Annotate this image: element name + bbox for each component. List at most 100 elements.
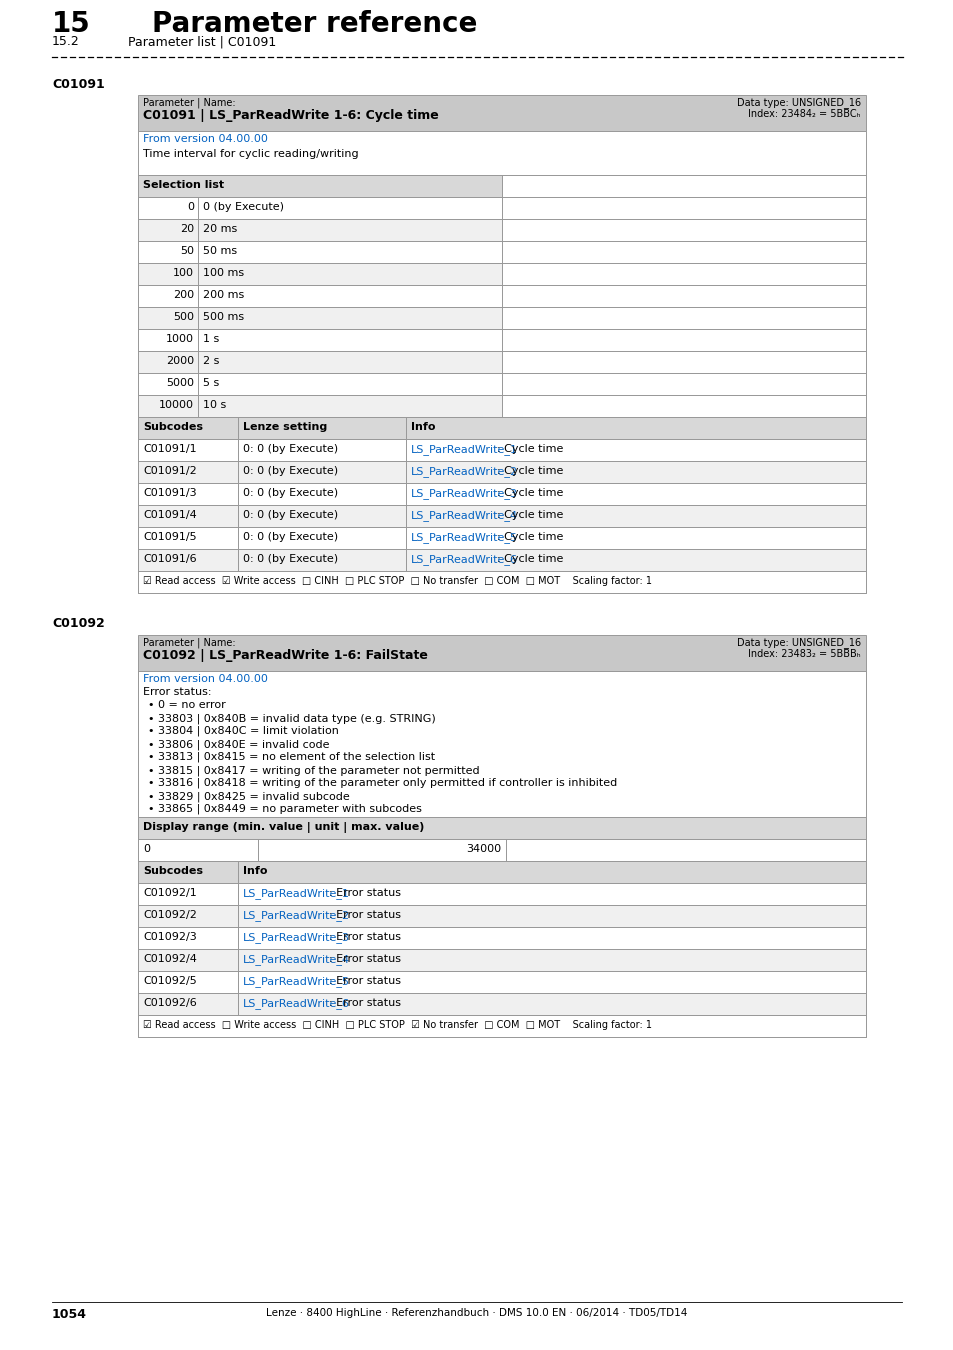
Text: Info: Info xyxy=(411,423,435,432)
Text: • 33865 | 0x8449 = no parameter with subcodes: • 33865 | 0x8449 = no parameter with sub… xyxy=(148,805,421,814)
Bar xyxy=(406,483,865,505)
Bar xyxy=(138,505,237,526)
Bar xyxy=(138,817,865,838)
Text: 15: 15 xyxy=(52,9,91,38)
Bar xyxy=(501,306,865,329)
Bar xyxy=(138,306,865,329)
Text: 0: 0 xyxy=(187,202,193,212)
Bar xyxy=(501,285,865,306)
Bar xyxy=(406,526,865,549)
Text: LS_ParReadWrite_5: LS_ParReadWrite_5 xyxy=(243,976,350,987)
Bar xyxy=(138,571,865,593)
Bar xyxy=(138,994,865,1015)
Bar xyxy=(138,927,865,949)
Text: Data type: UNSIGNED_16: Data type: UNSIGNED_16 xyxy=(736,97,861,108)
Bar xyxy=(237,861,865,883)
Text: LS_ParReadWrite_1: LS_ParReadWrite_1 xyxy=(411,444,517,455)
Text: C01092 | LS_ParReadWrite 1-6: FailState: C01092 | LS_ParReadWrite 1-6: FailState xyxy=(143,649,428,662)
Text: Parameter reference: Parameter reference xyxy=(152,9,476,38)
Text: Index: 23483₂ = 5BBBₕ: Index: 23483₂ = 5BBBₕ xyxy=(747,649,861,659)
Text: Selection list: Selection list xyxy=(143,180,224,190)
Bar xyxy=(138,439,237,460)
Text: C01092/4: C01092/4 xyxy=(143,954,196,964)
Bar xyxy=(237,526,406,549)
Bar xyxy=(138,671,865,817)
Bar xyxy=(237,949,865,971)
Text: Subcodes: Subcodes xyxy=(143,865,203,876)
Bar xyxy=(138,861,237,883)
Bar xyxy=(138,131,865,176)
Text: : Error status: : Error status xyxy=(329,976,400,986)
Bar xyxy=(198,242,501,263)
Text: Lenze · 8400 HighLine · Referenzhandbuch · DMS 10.0 EN · 06/2014 · TD05/TD14: Lenze · 8400 HighLine · Referenzhandbuch… xyxy=(266,1308,687,1318)
Text: 200 ms: 200 ms xyxy=(203,290,244,300)
Text: C01091/5: C01091/5 xyxy=(143,532,196,541)
Bar xyxy=(237,549,406,571)
Text: : Cycle time: : Cycle time xyxy=(497,487,562,498)
Bar xyxy=(406,439,865,460)
Text: : Error status: : Error status xyxy=(329,931,400,942)
Bar xyxy=(138,971,237,994)
Bar xyxy=(138,904,865,927)
Text: 2 s: 2 s xyxy=(203,356,219,366)
Bar xyxy=(138,373,865,396)
Bar xyxy=(138,883,865,905)
Bar xyxy=(501,197,865,219)
Bar xyxy=(138,526,237,549)
Bar xyxy=(138,219,198,242)
Text: 10000: 10000 xyxy=(159,400,193,410)
Bar xyxy=(138,351,865,373)
Text: 50 ms: 50 ms xyxy=(203,246,237,256)
Text: 34000: 34000 xyxy=(465,844,500,855)
Text: C01092/1: C01092/1 xyxy=(143,888,196,898)
Bar xyxy=(138,883,237,905)
Text: C01092/2: C01092/2 xyxy=(143,910,196,919)
Text: C01091 | LS_ParReadWrite 1-6: Cycle time: C01091 | LS_ParReadWrite 1-6: Cycle time xyxy=(143,109,438,122)
Bar xyxy=(198,373,501,396)
Text: 1 s: 1 s xyxy=(203,333,219,344)
Bar xyxy=(198,285,501,306)
Bar xyxy=(138,176,501,197)
Text: • 33829 | 0x8425 = invalid subcode: • 33829 | 0x8425 = invalid subcode xyxy=(148,791,350,802)
Bar xyxy=(138,197,865,219)
Text: 2000: 2000 xyxy=(166,356,193,366)
Bar xyxy=(138,242,865,263)
Text: Subcodes: Subcodes xyxy=(143,423,203,432)
Bar xyxy=(138,634,865,671)
Text: Time interval for cyclic reading/writing: Time interval for cyclic reading/writing xyxy=(143,148,358,159)
Text: Parameter list | C01091: Parameter list | C01091 xyxy=(128,35,276,49)
Bar xyxy=(138,1015,865,1037)
Text: : Error status: : Error status xyxy=(329,998,400,1008)
Text: 100: 100 xyxy=(172,269,193,278)
Bar xyxy=(138,817,865,838)
Bar xyxy=(138,263,865,285)
Text: 50: 50 xyxy=(180,246,193,256)
Bar xyxy=(138,483,237,505)
Bar xyxy=(237,505,406,526)
Bar xyxy=(138,460,865,483)
Text: LS_ParReadWrite_4: LS_ParReadWrite_4 xyxy=(411,510,517,521)
Bar xyxy=(138,671,865,817)
Text: 0: 0 (by Execute): 0: 0 (by Execute) xyxy=(243,466,337,477)
Text: LS_ParReadWrite_4: LS_ParReadWrite_4 xyxy=(243,954,350,965)
Text: 5 s: 5 s xyxy=(203,378,219,387)
Text: : Cycle time: : Cycle time xyxy=(497,510,562,520)
Bar xyxy=(138,417,237,439)
Bar xyxy=(198,329,501,351)
Text: 1000: 1000 xyxy=(166,333,193,344)
Bar xyxy=(237,883,865,905)
Text: Error status:: Error status: xyxy=(143,687,212,697)
Text: • 33816 | 0x8418 = writing of the parameter only permitted if controller is inhi: • 33816 | 0x8418 = writing of the parame… xyxy=(148,778,617,788)
Text: C01092: C01092 xyxy=(52,617,105,630)
Bar xyxy=(138,861,865,883)
Text: 10 s: 10 s xyxy=(203,400,226,410)
Bar xyxy=(237,439,406,460)
Text: LS_ParReadWrite_2: LS_ParReadWrite_2 xyxy=(411,466,517,477)
Bar xyxy=(501,396,865,417)
Text: : Cycle time: : Cycle time xyxy=(497,444,562,454)
Bar xyxy=(501,329,865,351)
Text: LS_ParReadWrite_5: LS_ParReadWrite_5 xyxy=(411,532,517,543)
Text: Display range (min. value | unit | max. value): Display range (min. value | unit | max. … xyxy=(143,822,424,833)
Bar xyxy=(138,571,865,593)
Text: LS_ParReadWrite_2: LS_ParReadWrite_2 xyxy=(243,910,350,921)
